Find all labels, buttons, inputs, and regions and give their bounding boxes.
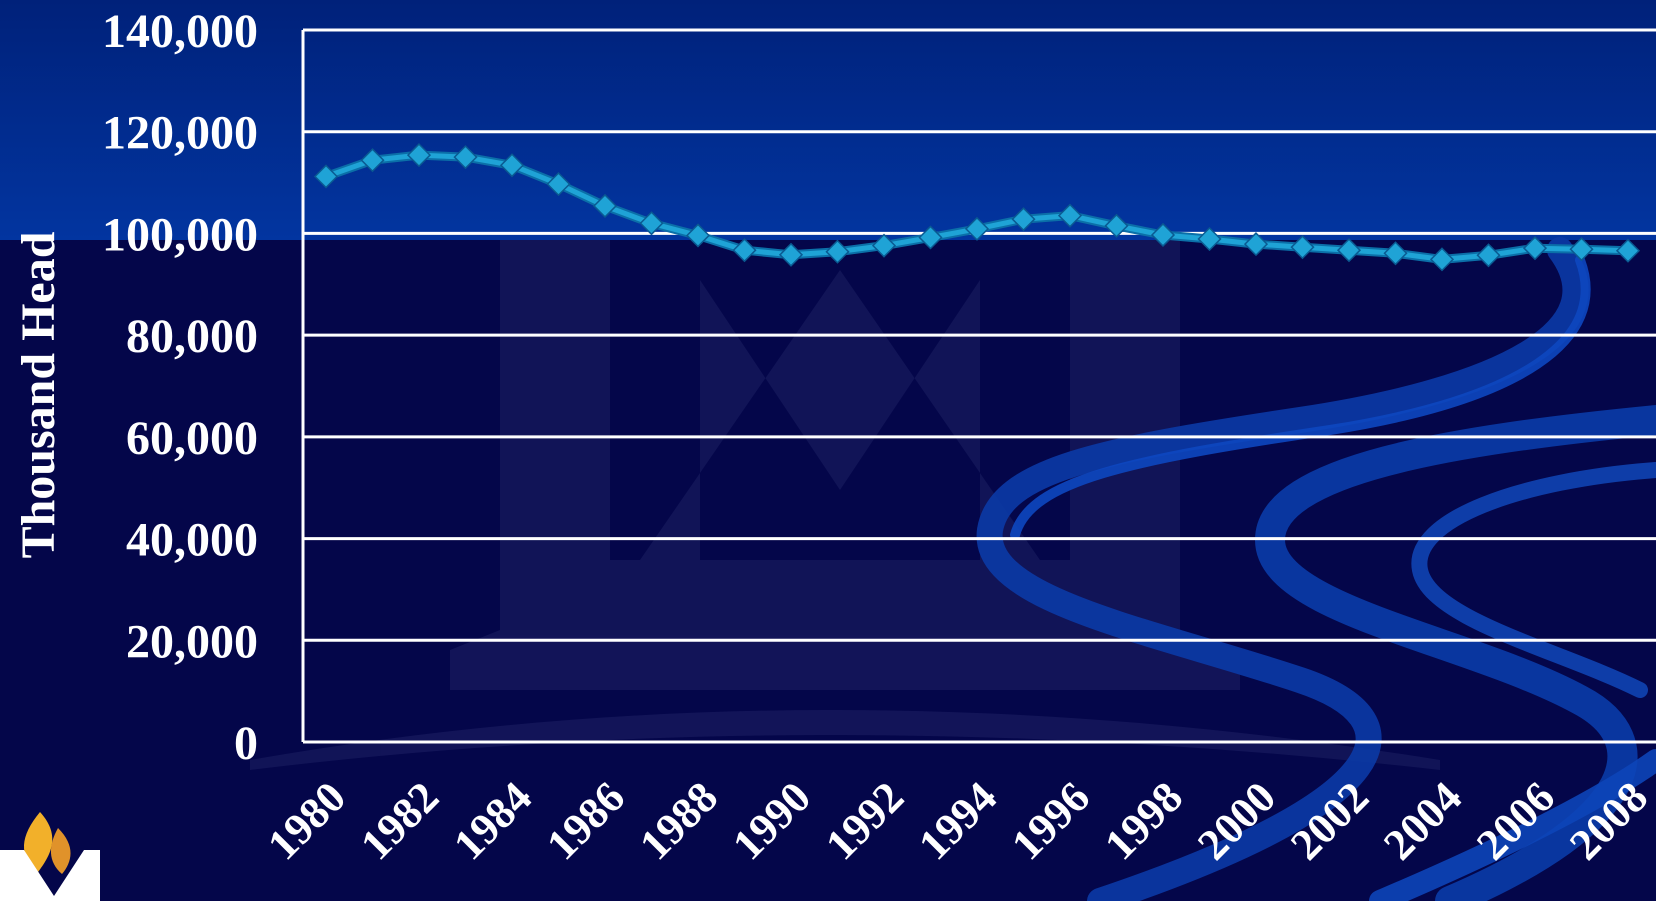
data-point bbox=[546, 172, 571, 197]
data-point bbox=[1197, 226, 1222, 252]
y-tick-label: 40,000 bbox=[126, 514, 258, 567]
header-band bbox=[0, 0, 1656, 240]
data-point bbox=[1615, 238, 1641, 263]
y-tick-label: 100,000 bbox=[102, 208, 258, 261]
data-point bbox=[1011, 207, 1036, 232]
data-point bbox=[453, 145, 478, 170]
data-point bbox=[871, 233, 897, 258]
data-point bbox=[1057, 203, 1083, 228]
data-point bbox=[406, 143, 432, 168]
data-point bbox=[1383, 241, 1408, 266]
data-point bbox=[1104, 213, 1129, 238]
university-logo-icon bbox=[0, 812, 100, 901]
data-point bbox=[1150, 222, 1176, 248]
data-point bbox=[685, 223, 711, 248]
data-point bbox=[778, 242, 804, 267]
data-point bbox=[1336, 238, 1362, 263]
data-point bbox=[499, 153, 525, 178]
data-point bbox=[639, 211, 664, 236]
data-point bbox=[1522, 236, 1548, 261]
y-tick-label: 80,000 bbox=[126, 310, 258, 363]
data-point bbox=[1243, 232, 1269, 257]
data-point bbox=[1290, 235, 1315, 260]
y-axis-ticks: 0 20,000 40,000 60,000 80,000 100,000 120,000 1… bbox=[102, 5, 258, 770]
y-tick-label: 20,000 bbox=[126, 615, 258, 668]
data-point bbox=[825, 239, 850, 264]
data-point bbox=[592, 193, 618, 219]
data-point bbox=[1476, 243, 1501, 268]
data-point bbox=[964, 216, 990, 241]
series-line bbox=[313, 143, 1641, 272]
y-tick-label: 0 bbox=[234, 717, 258, 770]
data-point bbox=[1569, 237, 1594, 262]
data-point bbox=[360, 148, 385, 173]
y-tick-label: 60,000 bbox=[126, 412, 258, 465]
grid-lines bbox=[301, 28, 1656, 744]
data-point bbox=[313, 164, 339, 189]
data-point bbox=[732, 238, 757, 263]
decorative-swoosh bbox=[976, 237, 1656, 901]
y-tick-label: 120,000 bbox=[102, 107, 258, 160]
data-point bbox=[918, 225, 943, 250]
y-tick-label: 140,000 bbox=[102, 5, 258, 58]
data-point bbox=[1429, 247, 1455, 272]
y-axis-label: Thousand Head bbox=[12, 231, 65, 558]
watermark-m-icon bbox=[250, 240, 1440, 770]
